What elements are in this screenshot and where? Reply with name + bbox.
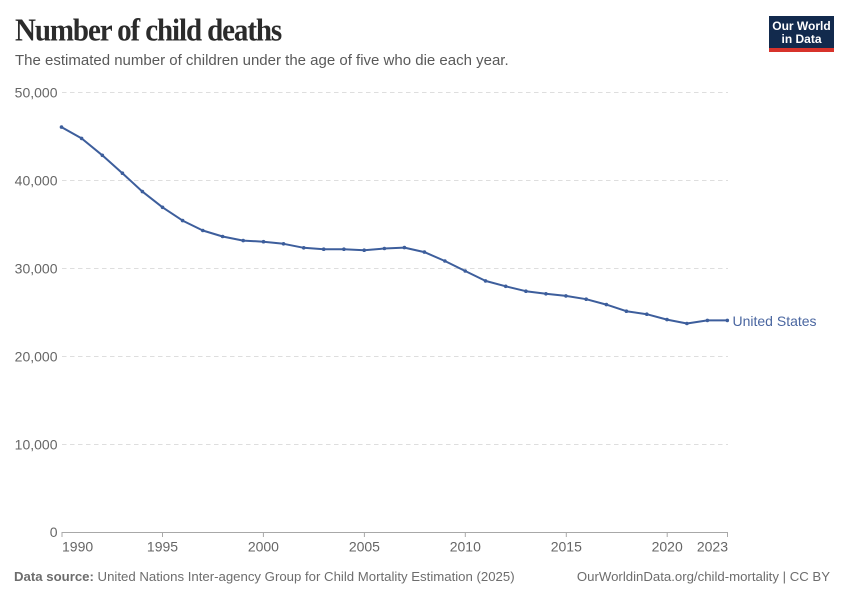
svg-text:2010: 2010 bbox=[450, 539, 481, 555]
svg-text:0: 0 bbox=[50, 524, 58, 540]
svg-text:2020: 2020 bbox=[652, 539, 683, 555]
svg-text:10,000: 10,000 bbox=[15, 437, 58, 453]
svg-text:40,000: 40,000 bbox=[15, 173, 58, 189]
svg-text:2015: 2015 bbox=[551, 539, 582, 555]
svg-text:2023: 2023 bbox=[697, 539, 728, 555]
svg-text:1990: 1990 bbox=[62, 539, 93, 555]
svg-text:2000: 2000 bbox=[248, 539, 279, 555]
svg-text:30,000: 30,000 bbox=[15, 261, 58, 277]
svg-text:50,000: 50,000 bbox=[15, 85, 58, 101]
svg-text:20,000: 20,000 bbox=[15, 349, 58, 365]
svg-text:1995: 1995 bbox=[147, 539, 178, 555]
svg-text:United States: United States bbox=[733, 313, 817, 329]
svg-text:2005: 2005 bbox=[349, 539, 380, 555]
